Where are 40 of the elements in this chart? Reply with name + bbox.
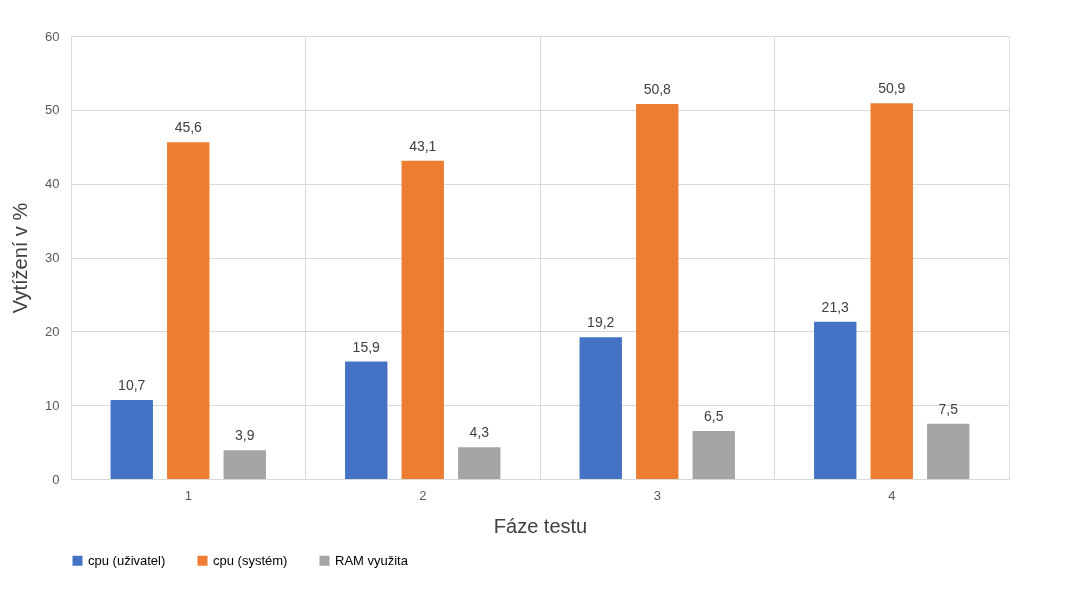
bar xyxy=(636,103,679,479)
legend-label: RAM využita xyxy=(335,552,409,568)
bar xyxy=(579,337,622,479)
data-label: 15,9 xyxy=(352,338,381,355)
bar xyxy=(814,321,857,479)
data-label: 10,7 xyxy=(118,377,146,393)
data-label: 6,5 xyxy=(704,408,724,425)
data-label: 4,3 xyxy=(469,424,490,441)
x-tick-label: 3 xyxy=(653,487,661,503)
bar xyxy=(345,361,388,479)
bar xyxy=(458,447,501,479)
data-label: 45,6 xyxy=(174,119,203,136)
x-tick-label: 2 xyxy=(419,487,427,503)
y-tick-label: 10 xyxy=(45,397,60,413)
y-tick-label: 0 xyxy=(52,471,60,487)
data-label: 43,1 xyxy=(409,137,437,154)
x-tick-label: 4 xyxy=(888,487,896,503)
bar xyxy=(401,160,444,479)
y-tick-label: 50 xyxy=(45,102,60,118)
y-tick-label: 20 xyxy=(45,323,60,339)
legend-label: cpu (uživatel) xyxy=(88,552,166,568)
data-label: 19,2 xyxy=(587,314,615,331)
data-label: 21,3 xyxy=(821,298,850,315)
bar xyxy=(223,450,266,479)
x-axis-title: Fáze testu xyxy=(493,514,588,537)
bar xyxy=(927,423,970,479)
y-tick-label: 40 xyxy=(45,176,60,192)
data-label: 7,5 xyxy=(938,400,959,417)
y-tick-label: 60 xyxy=(45,28,60,44)
bar xyxy=(870,103,913,479)
bar xyxy=(110,400,153,479)
y-tick-label: 30 xyxy=(45,250,60,265)
x-tick-label: 1 xyxy=(184,487,192,503)
data-label: 3,9 xyxy=(235,427,255,444)
data-label: 50,8 xyxy=(643,80,672,97)
y-axis-title: Vytížení v % xyxy=(9,202,32,314)
bar xyxy=(692,431,735,479)
legend-label: cpu (systém) xyxy=(213,552,288,568)
bar xyxy=(167,142,210,479)
data-label: 50,9 xyxy=(878,80,906,97)
